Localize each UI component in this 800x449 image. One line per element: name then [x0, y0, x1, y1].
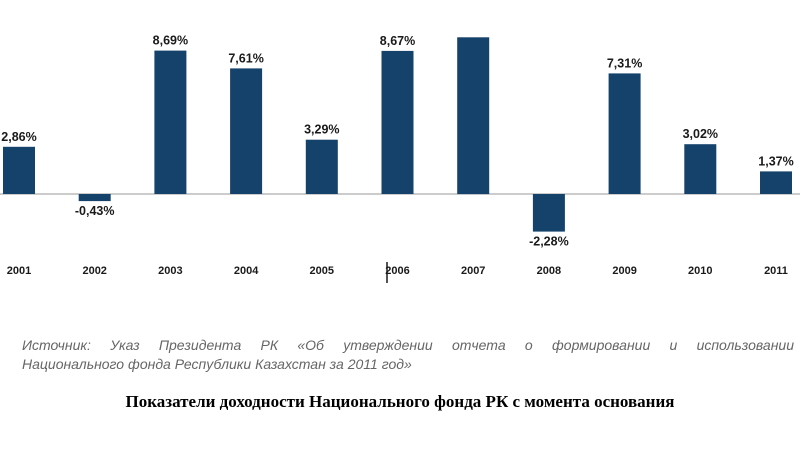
value-label-2006: 8,67% — [380, 34, 415, 48]
x-tick-2011: 2011 — [764, 265, 788, 277]
bar-2011 — [760, 171, 792, 194]
x-tick-2009: 2009 — [612, 265, 636, 277]
bar-2003 — [154, 50, 187, 194]
x-tick-2008: 2008 — [537, 265, 561, 277]
source-note-line-2: Национального фонда Республики Казахстан… — [22, 356, 412, 372]
value-label-2011: 1,37% — [758, 154, 793, 168]
x-tick-2004: 2004 — [234, 265, 259, 277]
x-tick-2005: 2005 — [310, 265, 334, 277]
value-label-2008: -2,28% — [529, 235, 569, 249]
value-label-2010: 3,02% — [683, 127, 718, 141]
bar-2002 — [78, 194, 111, 202]
value-label-2009: 7,31% — [607, 56, 642, 70]
bar-2008 — [532, 194, 565, 232]
returns-bar-chart: 2,86% -0,43% 8,69% 7,61% 3,29% 8,67% -2,28% 7,3… — [0, 34, 800, 283]
bar-2004 — [230, 68, 263, 194]
x-tick-2010: 2010 — [688, 265, 712, 277]
x-tick-2001: 2001 — [7, 265, 31, 277]
bar-2007 — [457, 37, 490, 195]
chart-caption: Показатели доходности Национального фонд… — [125, 392, 675, 411]
bar-2005 — [305, 139, 338, 194]
value-label-2004: 7,61% — [228, 51, 263, 65]
x-tick-2007: 2007 — [461, 265, 485, 277]
value-label-2002: -0,43% — [75, 204, 115, 218]
x-tick-2002: 2002 — [82, 265, 106, 277]
source-note: Источник: Указ Президента РК «Об утвержд… — [22, 336, 794, 374]
bar-2001 — [3, 146, 35, 194]
bar-2009 — [608, 73, 641, 194]
source-note-line-1: Источник: Указ Президента РК «Об утвержд… — [22, 337, 794, 353]
x-tick-2006: 2006 — [385, 265, 409, 277]
value-label-2005: 3,29% — [304, 123, 339, 137]
value-label-2001: 2,86% — [1, 130, 36, 144]
bar-2006 — [381, 50, 414, 195]
value-label-2003: 8,69% — [153, 34, 188, 48]
x-tick-2003: 2003 — [158, 265, 182, 277]
bar-2010 — [684, 144, 717, 194]
